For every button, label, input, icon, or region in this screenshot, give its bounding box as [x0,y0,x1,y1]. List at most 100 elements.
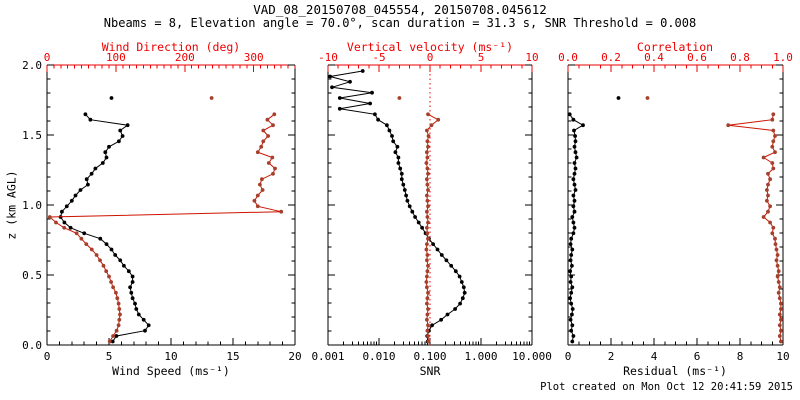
axis-title-wind-direction: Wind Direction (deg) [101,40,241,54]
snr-line [329,70,466,342]
correlation-point [766,171,770,176]
wind-speed-point [84,177,89,182]
tick-label: 0.2 [601,51,621,64]
residual-point [573,166,578,171]
vertical-velocity-point [425,177,429,182]
residual-point [571,220,576,225]
snr-point [390,134,394,138]
tick-label: 5 [106,350,113,363]
correlation-point [775,253,780,257]
correlation-point [774,258,779,263]
wind-direction-line [48,113,282,342]
snr-point [444,258,449,263]
vertical-velocity-point [425,182,430,187]
vertical-velocity-point [425,296,430,301]
vertical-velocity-point [426,204,430,209]
wind-speed-point [129,290,134,295]
correlation-point [768,220,772,225]
tick-label: 10 [776,350,789,363]
snr-point [439,253,444,257]
wind-direction-point [84,242,89,247]
wind-speed-point [109,96,114,100]
residual-point [570,247,575,252]
residual-point [570,215,575,219]
wind-speed-point [103,150,108,155]
vertical-velocity-point [426,307,430,311]
snr-point [337,106,342,111]
wind-direction-point [111,285,115,290]
wind-direction-point [266,134,270,138]
correlation-point [645,96,650,100]
wind-direction-point [62,225,67,230]
correlation-point [773,150,777,155]
wind-direction-point [271,171,275,176]
tick-label: 0 [44,51,51,64]
correlation-point [766,209,770,214]
vertical-velocity-point [425,274,429,279]
snr-point [376,117,380,122]
residual-point [570,307,575,311]
tick-label: 0.4 [644,51,664,64]
wind-direction-point [209,96,214,100]
correlation-point [773,134,777,138]
wind-speed-point [136,312,141,317]
wind-speed-point [110,339,115,344]
correlation-point [779,339,783,344]
vertical-velocity-point [426,220,430,225]
correlation-point [773,236,777,241]
vertical-velocity-point [425,209,429,214]
residual-point [573,134,577,138]
vertical-velocity-point [425,269,430,274]
wind-direction-point [270,155,275,160]
tick-label: 1.0 [773,51,793,64]
wind-speed-point [62,220,67,225]
residual-point [570,263,574,268]
wind-speed-point [134,307,139,311]
correlation-point [726,123,731,128]
correlation-point [771,128,776,133]
residual-point [570,312,574,317]
snr-point [462,290,467,295]
tick-label: 0 [427,51,434,64]
wind-direction-point [94,253,99,257]
residual-point [571,334,576,338]
snr-point [387,128,392,133]
axis-title-vertical-velocity: Vertical velocity (ms⁻¹) [346,40,514,54]
wind-direction-point [116,323,121,328]
wind-direction-point [109,280,113,284]
tick-label: 1.5 [22,129,42,142]
wind-direction-point [259,144,264,149]
vertical-velocity-point [425,328,430,333]
residual-point [616,96,621,100]
tick-label: -10 [318,51,338,64]
wind-direction-point [261,128,266,133]
correlation-point [766,193,770,198]
vertical-velocity-point [425,253,430,257]
plot-title: VAD_08_20150708_045554, 20150708.045612 [253,2,547,17]
tick-label: 0.5 [22,269,42,282]
vertical-velocity-point [425,128,429,133]
vertical-velocity-point [425,155,430,160]
tick-label: 0.0 [22,339,42,352]
wind-speed-point [69,198,74,203]
tick-label: -5 [372,51,385,64]
wind-direction-point [117,317,122,322]
vertical-velocity-point [426,112,430,117]
vertical-velocity-point [426,323,430,328]
plot-subtitle: Nbeams = 8, Elevation angle = 70.0°, sca… [103,16,697,30]
wind-speed-point [93,166,98,171]
vertical-velocity-point [425,258,429,263]
vertical-velocity-point [426,339,431,344]
tick-label: 8 [737,350,744,363]
snr-point [430,323,434,328]
wind-direction-point [271,123,275,128]
snr-point [337,96,342,100]
wind-direction-point [273,166,277,171]
tick-label: 0 [44,350,51,363]
wind-speed-point [86,182,90,187]
wind-direction-point [117,307,122,311]
wind-speed-point [128,285,133,290]
tick-label: 0.6 [687,51,707,64]
